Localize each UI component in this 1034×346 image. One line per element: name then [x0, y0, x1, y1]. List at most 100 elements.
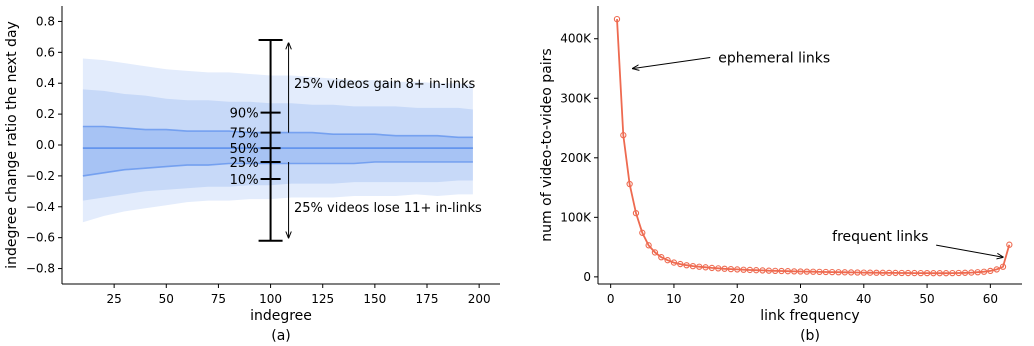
y-tick-label: −0.6	[26, 231, 55, 245]
data-point	[828, 268, 836, 276]
data-point	[841, 269, 848, 276]
x-tick-label: 125	[311, 292, 334, 306]
data-point	[753, 267, 760, 274]
data-point	[930, 270, 937, 277]
percentile-label: 25%	[230, 156, 259, 171]
data-point	[626, 180, 633, 188]
data-point	[949, 269, 956, 277]
percentile-label: 90%	[230, 107, 259, 122]
data-point	[772, 267, 779, 274]
x-tick-label: 20	[730, 292, 745, 306]
data-point	[797, 268, 804, 275]
annotation-arrow	[936, 244, 1003, 257]
x-tick-label: 30	[793, 292, 808, 306]
data-point	[734, 266, 741, 273]
y-tick-label: 0.6	[36, 45, 55, 59]
y-tick-label: −0.8	[26, 262, 55, 276]
data-point	[993, 266, 1000, 273]
annotation-text: frequent links	[832, 229, 928, 245]
panel-caption: (b)	[800, 328, 820, 344]
data-point	[727, 265, 735, 273]
series-line-group	[613, 15, 1013, 277]
y-tick-label: 0.4	[36, 76, 55, 90]
data-point	[721, 265, 728, 272]
y-tick-label: 100K	[560, 210, 592, 224]
annotations: ephemeral links frequent links	[633, 51, 1003, 258]
percentile-band	[82, 58, 473, 223]
data-point	[879, 269, 886, 276]
data-point	[911, 269, 918, 277]
x-tick-label: 200	[468, 292, 491, 306]
data-point	[980, 268, 988, 275]
x-tick-label: 100	[259, 292, 282, 306]
data-point	[810, 268, 817, 275]
data-point	[904, 269, 912, 277]
data-point	[955, 269, 962, 277]
data-point	[664, 257, 671, 264]
data-point	[835, 269, 842, 276]
x-tick-label: 25	[107, 292, 122, 306]
data-point	[847, 269, 855, 276]
data-point	[677, 260, 684, 268]
data-point	[1006, 241, 1013, 248]
y-tick-label: −0.4	[26, 200, 55, 214]
data-point	[702, 264, 709, 271]
y-tick-label: 0.8	[36, 14, 55, 28]
percentile-label: 75%	[230, 127, 259, 142]
data-point	[683, 262, 690, 269]
data-point	[987, 267, 994, 275]
axes	[597, 6, 1022, 285]
data-point	[746, 266, 754, 274]
data-point	[778, 267, 785, 275]
y-tick-label: 0.0	[36, 138, 55, 152]
annotation-arrow	[633, 57, 711, 69]
data-point	[917, 269, 924, 277]
data-point	[620, 132, 627, 139]
annotation-text: ephemeral links	[718, 51, 830, 67]
data-point	[651, 249, 659, 256]
x-tick-label: 50	[159, 292, 174, 306]
y-tick-label: 300K	[560, 91, 592, 105]
data-point	[803, 268, 810, 275]
y-axis-label: num of video-to-video pairs	[539, 48, 555, 241]
data-point	[765, 267, 773, 274]
boxplot-annotation: 90% 75%50%25% 10%	[230, 38, 283, 242]
data-point	[968, 269, 975, 276]
quartile-line	[82, 125, 473, 139]
x-tick-label: 175	[416, 292, 439, 306]
data-point	[613, 15, 621, 23]
data-point	[923, 269, 931, 277]
x-axis-label: link frequency	[760, 308, 859, 324]
data-point	[658, 254, 665, 261]
data-point	[816, 268, 823, 276]
data-point	[670, 259, 678, 266]
data-point	[873, 269, 880, 276]
percentile-label: 50%	[230, 142, 259, 157]
percentile-bands	[82, 58, 473, 223]
data-point	[822, 268, 829, 276]
data-point	[759, 267, 766, 274]
data-point	[860, 269, 867, 276]
percentile-band	[82, 126, 473, 176]
ticks: 25 50 75 100 125 150 175 200 −0.8 −0.6 −0.4 −0.2 0.0…	[26, 14, 491, 306]
data-point	[961, 269, 969, 276]
panel-caption: (a)	[271, 328, 291, 344]
data-point	[784, 268, 792, 275]
chart-panel-b: ephemeral links frequent links 0 10 20 30 40 5…	[539, 6, 1022, 344]
data-point	[898, 269, 905, 277]
data-point	[974, 269, 981, 276]
annotations: 25% videos gain 8+ in-links 25% videos lo…	[289, 43, 482, 238]
data-point	[892, 269, 899, 277]
data-point	[791, 268, 798, 275]
annotation-text: 25% videos gain 8+ in-links	[294, 77, 475, 92]
data-point	[715, 265, 722, 272]
data-point	[854, 269, 861, 276]
quartile-line	[82, 161, 473, 177]
x-axis-label: indegree	[250, 308, 312, 324]
y-tick-label: 0.2	[36, 107, 55, 121]
data-point	[999, 263, 1007, 270]
x-tick-label: 50	[919, 292, 934, 306]
y-tick-label: 200K	[560, 151, 592, 165]
x-tick-label: 40	[856, 292, 871, 306]
